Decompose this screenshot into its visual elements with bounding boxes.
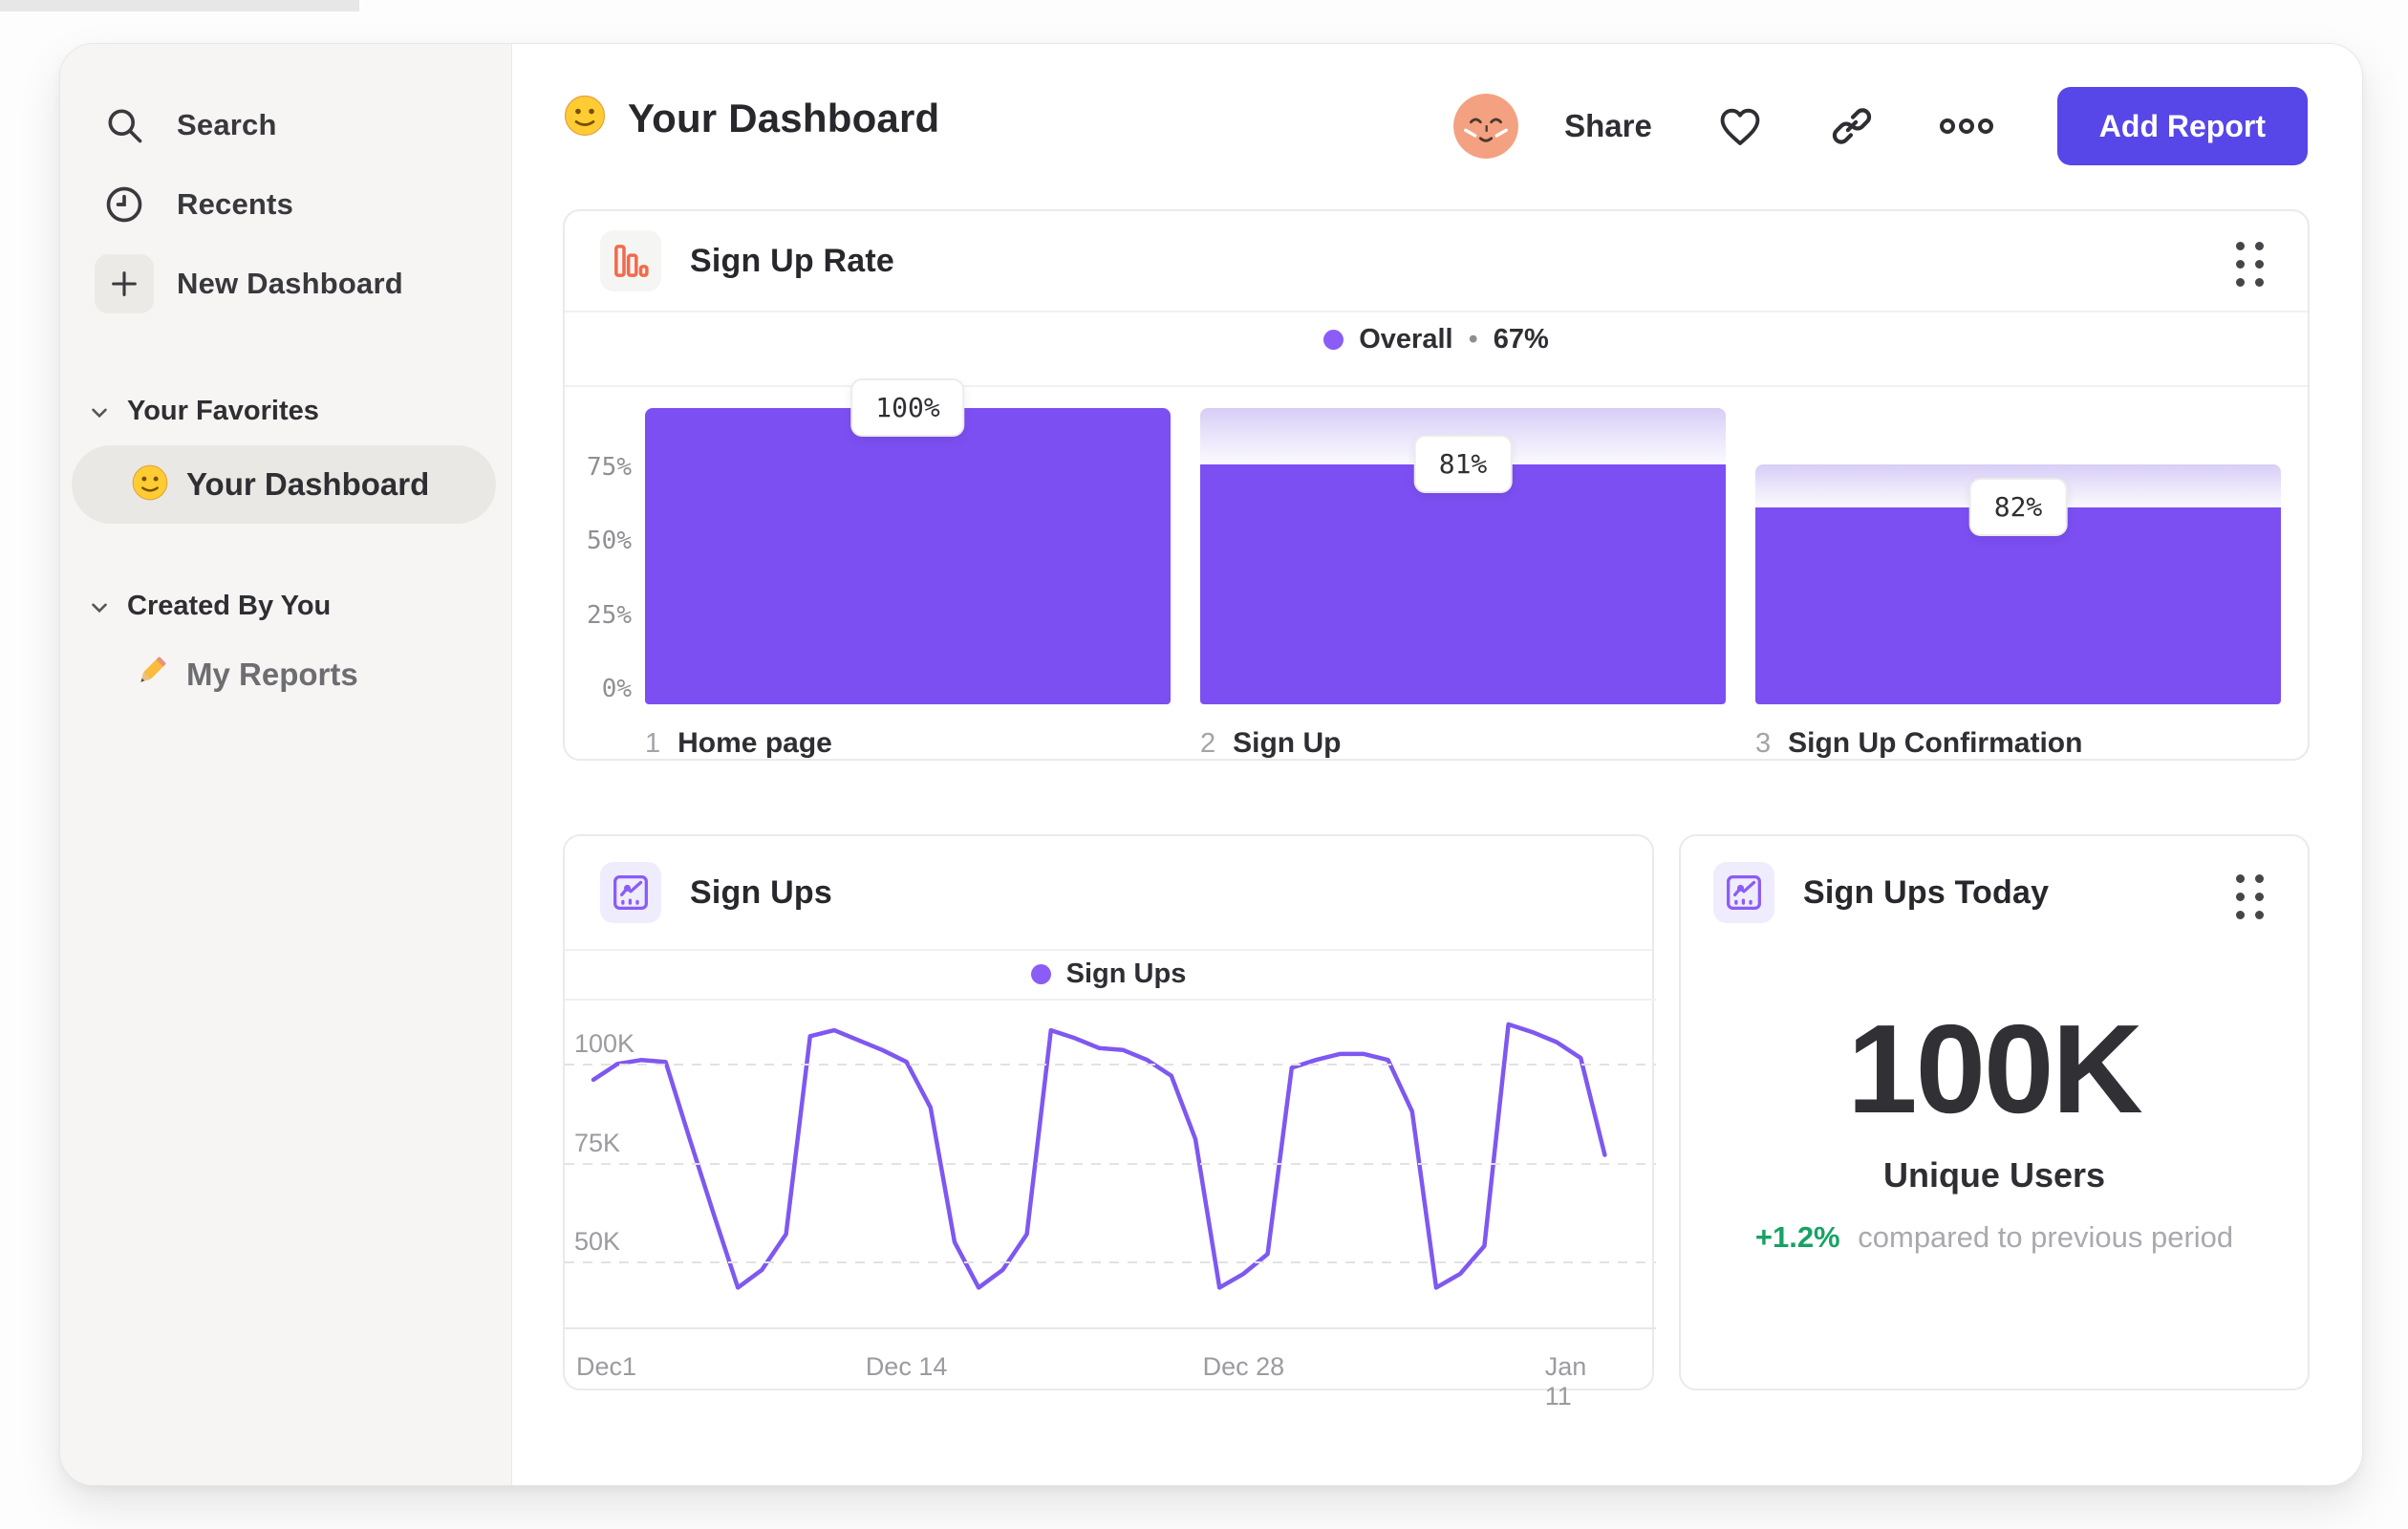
smiley-emoji: [131, 463, 169, 506]
sign-ups-card: Sign Ups Sign Ups 100K 75K 50K Dec1 Dec 14 D…: [563, 834, 1656, 1411]
gridline: [565, 1261, 1656, 1264]
line-chart: 100K 75K 50K: [565, 999, 1656, 1329]
sidebar-section-your-favorites[interactable]: Your Favorites: [87, 396, 319, 427]
section-label: Your Favorites: [127, 396, 319, 426]
funnel-step-label: 2 Sign Up: [1200, 727, 1342, 759]
chevron-down-icon: [92, 408, 107, 418]
card-title: Sign Ups Today: [1803, 873, 2050, 911]
funnel-bar: [645, 408, 1171, 704]
page-title-label: Your Dashboard: [628, 95, 940, 140]
gridline: [565, 1162, 1656, 1165]
sidebar-item-new-dashboard[interactable]: New Dashboard: [60, 247, 511, 321]
gridline: [565, 1064, 1656, 1066]
funnel-bar-value-label: 82%: [1968, 478, 2068, 537]
line-y-tick: 75K: [574, 1128, 621, 1157]
bar-chart-icon: [600, 230, 661, 291]
plus-icon: [95, 254, 154, 313]
ellipsis-icon[interactable]: [1939, 114, 1994, 139]
sidebar-section-created-by-you[interactable]: Created By You: [87, 591, 331, 622]
sidebar-item-your-dashboard[interactable]: Your Dashboard: [72, 445, 496, 524]
card-title: Sign Up Rate: [690, 242, 894, 279]
line-chart-icon: [1713, 862, 1774, 923]
legend-dot: [1030, 964, 1051, 984]
legend-dot: [1323, 330, 1344, 350]
app-window: Search Recents New Dashboard Your Favori…: [59, 43, 2363, 1486]
smiley-emoji: [563, 94, 607, 142]
pencil-emoji: [131, 652, 171, 697]
chevron-down-icon: [92, 603, 107, 613]
sidebar-item-recents[interactable]: Recents: [60, 167, 511, 242]
line-x-tick: Dec 14: [865, 1352, 948, 1381]
search-icon: [95, 96, 154, 155]
line-x-tick: Jan 11: [1544, 1352, 1587, 1411]
kpi-delta: +1.2% compared to previous period: [1681, 1220, 2308, 1255]
sidebar-item-label: New Dashboard: [177, 267, 403, 300]
sidebar-item-label: My Reports: [186, 656, 358, 692]
sign-ups-today-card: Sign Ups Today 100K Unique Users +1.2% c…: [1679, 834, 2310, 1390]
sidebar: Search Recents New Dashboard Your Favori…: [60, 44, 512, 1485]
funnel-bar: [1755, 507, 2281, 704]
link-icon[interactable]: [1828, 102, 1876, 150]
funnel-legend: Overall • 67%: [565, 324, 2308, 355]
page-title: Your Dashboard: [563, 94, 939, 142]
kpi-delta-description: compared to previous period: [1858, 1220, 2234, 1254]
kpi-unit-label: Unique Users: [1882, 1155, 2106, 1195]
funnel-chart: 75% 50% 25% 0% 100% 1 Home page 81% 2 Sign Up 82% 3…: [565, 378, 2308, 759]
line-chart-icon: [600, 862, 661, 923]
share-button[interactable]: Share: [1564, 108, 1652, 143]
sidebar-item-label: Your Dashboard: [186, 466, 430, 502]
sidebar-item-my-reports[interactable]: My Reports: [131, 652, 358, 697]
funnel-y-tick: 50%: [587, 527, 632, 555]
add-report-button[interactable]: Add Report: [2056, 87, 2308, 165]
drag-handle-icon[interactable]: [2236, 874, 2264, 919]
heart-icon[interactable]: [1715, 101, 1765, 151]
funnel-y-tick: 75%: [587, 452, 632, 482]
kpi-delta-value: +1.2%: [1754, 1220, 1840, 1254]
funnel-step-label: 1 Home page: [645, 727, 832, 759]
legend-value: 67%: [1493, 324, 1549, 355]
clock-icon: [95, 175, 154, 234]
line-y-tick: 100K: [574, 1029, 635, 1059]
background-window-strip: [0, 0, 359, 11]
funnel-y-tick: 0%: [601, 675, 632, 703]
sidebar-item-label: Recents: [177, 187, 294, 221]
drag-handle-icon[interactable]: [2236, 242, 2264, 287]
line-y-tick: 50K: [574, 1227, 621, 1257]
signup-rate-card: Sign Up Rate Overall • 67% 75% 50% 25% 0% 10…: [563, 209, 2310, 761]
card-title: Sign Ups: [690, 873, 832, 911]
funnel-bar: [1200, 463, 1726, 704]
kpi-value: 100K: [1847, 999, 2143, 1139]
avatar[interactable]: [1453, 94, 1519, 159]
sidebar-item-search[interactable]: Search: [60, 88, 511, 162]
legend-label: Sign Ups: [1065, 958, 1187, 989]
funnel-step-label: 3 Sign Up Confirmation: [1755, 727, 2083, 759]
sidebar-item-label: Search: [177, 108, 277, 141]
line-x-tick: Dec1: [576, 1352, 637, 1381]
line-x-tick: Dec 28: [1202, 1352, 1285, 1381]
legend-label: Overall: [1359, 324, 1453, 355]
funnel-bar-value-label: 81%: [1413, 434, 1513, 493]
funnel-y-tick: 25%: [587, 600, 632, 630]
line-legend: Sign Ups: [565, 958, 1652, 990]
funnel-bar-value-label: 100%: [850, 378, 965, 437]
section-label: Created By You: [127, 591, 332, 621]
